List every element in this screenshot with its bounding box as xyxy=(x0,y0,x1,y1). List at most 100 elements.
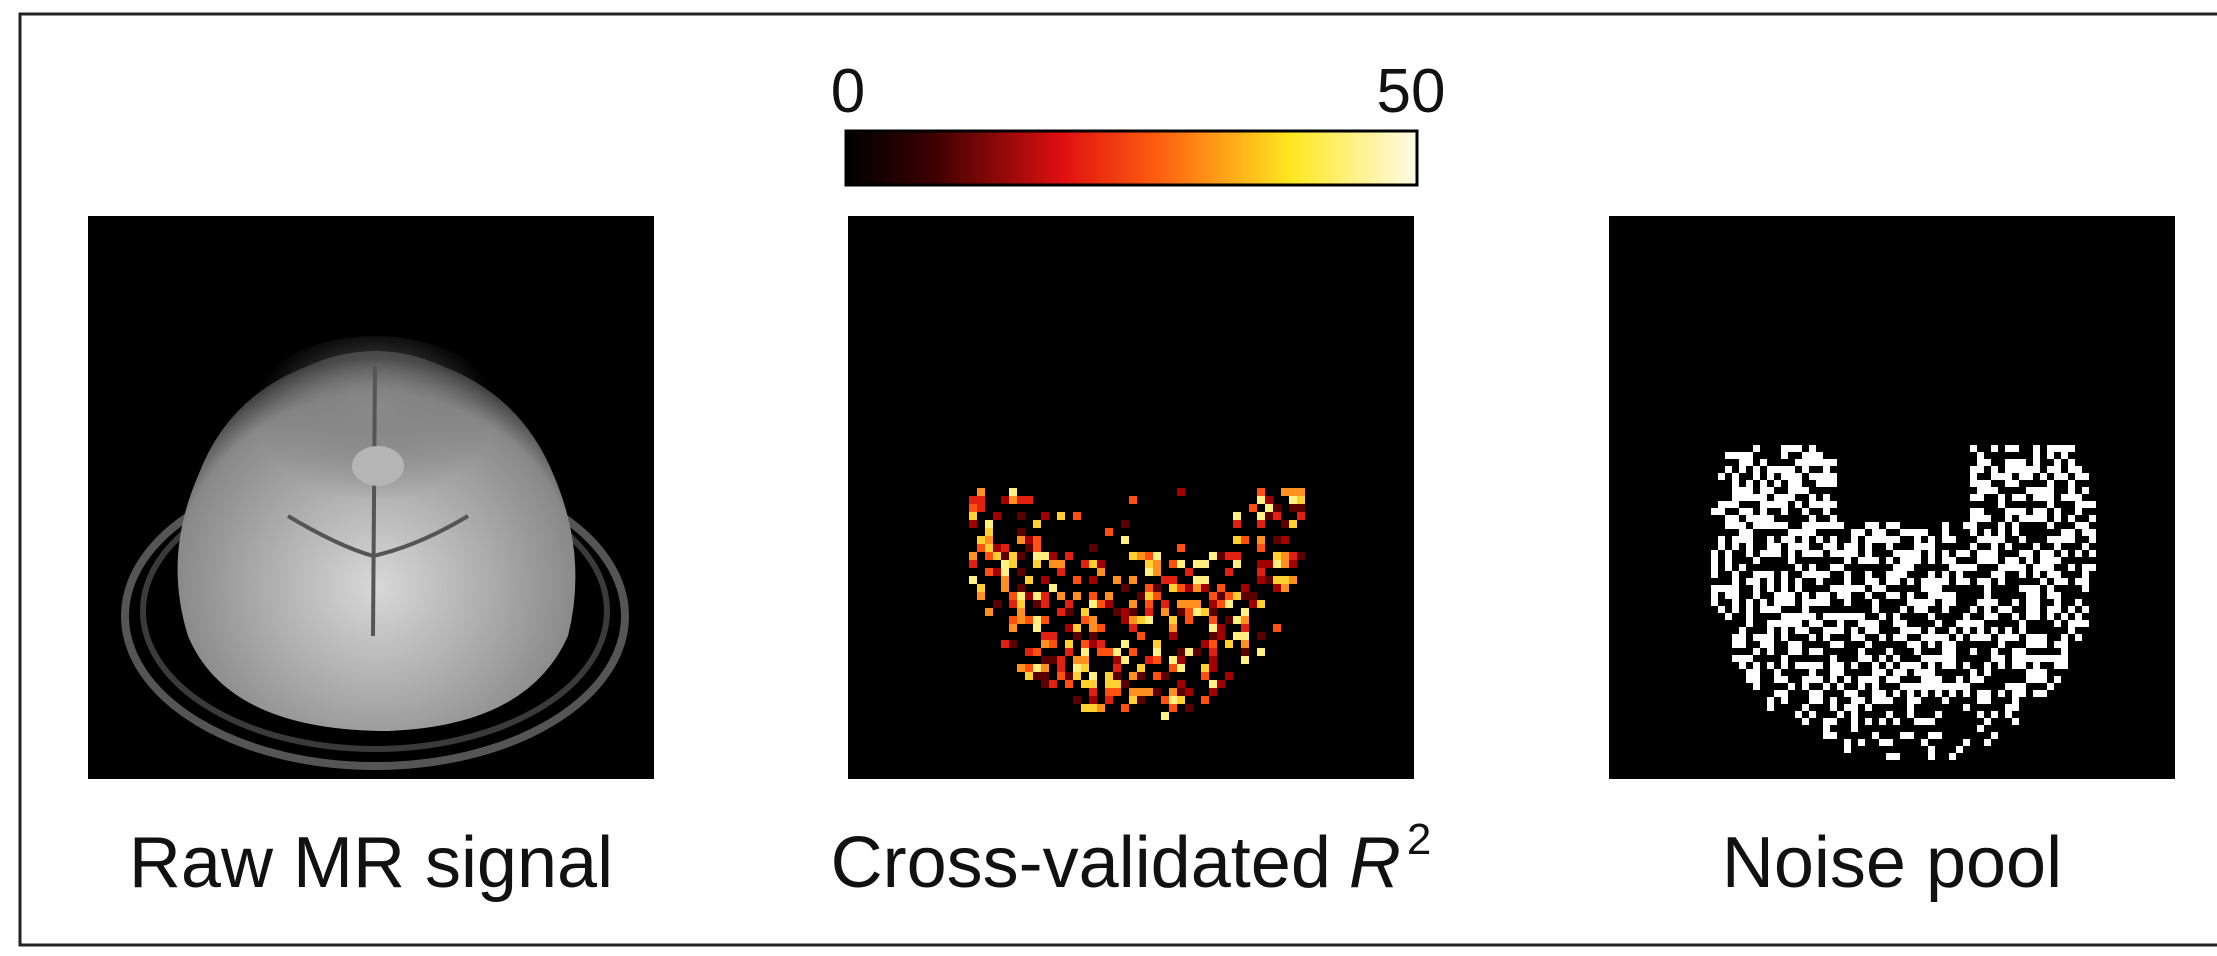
pixel xyxy=(1928,655,1935,662)
pixel xyxy=(1977,676,1984,683)
pixel xyxy=(1942,606,1949,613)
pixel xyxy=(2089,529,2096,536)
pixel xyxy=(1837,564,1844,571)
pixel xyxy=(1767,473,1774,480)
pixel xyxy=(1984,718,1991,725)
pixel xyxy=(1802,529,1809,536)
pixel xyxy=(1145,592,1153,600)
pixel xyxy=(1858,697,1865,704)
pixel xyxy=(1970,445,1977,452)
pixel xyxy=(1145,552,1153,560)
pixel xyxy=(2040,487,2047,494)
pixel xyxy=(1893,613,1900,620)
pixel xyxy=(1725,557,1732,564)
pixel xyxy=(2068,466,2075,473)
pixel xyxy=(1935,683,1942,690)
pixel xyxy=(1781,494,1788,501)
pixel xyxy=(1907,529,1914,536)
pixel xyxy=(1289,560,1297,568)
pixel xyxy=(2040,669,2047,676)
pixel xyxy=(1865,557,1872,564)
pixel xyxy=(1865,627,1872,634)
pixel xyxy=(1963,522,1970,529)
pixel xyxy=(2033,599,2040,606)
pixel xyxy=(1872,620,1879,627)
pixel xyxy=(1081,616,1089,624)
pixel xyxy=(1725,550,1732,557)
pixel xyxy=(1781,522,1788,529)
pixel xyxy=(1746,606,1753,613)
pixel xyxy=(1121,656,1129,664)
pixel xyxy=(1001,552,1009,560)
pixel xyxy=(1949,564,1956,571)
pixel xyxy=(1893,592,1900,599)
pixel xyxy=(1177,584,1185,592)
pixel xyxy=(1732,606,1739,613)
pixel xyxy=(1781,501,1788,508)
pixel xyxy=(1977,634,1984,641)
pixel xyxy=(1865,550,1872,557)
pixel xyxy=(1225,552,1233,560)
pixel xyxy=(977,544,985,552)
pixel xyxy=(1257,544,1265,552)
pixel xyxy=(1725,522,1732,529)
pixel xyxy=(1795,662,1802,669)
pixel xyxy=(1089,680,1097,688)
pixel xyxy=(1949,662,1956,669)
pixel xyxy=(1273,512,1281,520)
pixel xyxy=(1865,571,1872,578)
pixel xyxy=(1049,560,1057,568)
pixel xyxy=(2047,480,2054,487)
pixel xyxy=(1956,578,1963,585)
pixel xyxy=(1767,606,1774,613)
pixel xyxy=(1837,641,1844,648)
pixel xyxy=(2075,501,2082,508)
pixel xyxy=(1872,662,1879,669)
pixel xyxy=(1977,536,1984,543)
pixel xyxy=(1746,452,1753,459)
pixel xyxy=(1033,560,1041,568)
pixel xyxy=(1201,672,1209,680)
pixel xyxy=(1795,501,1802,508)
pixel xyxy=(1073,656,1081,664)
pixel xyxy=(2005,627,2012,634)
pixel xyxy=(1970,522,1977,529)
pixel xyxy=(1830,543,1837,550)
pixel xyxy=(1718,501,1725,508)
pixel xyxy=(1788,550,1795,557)
pixel xyxy=(1942,578,1949,585)
pixel xyxy=(1949,683,1956,690)
pixel xyxy=(1802,466,1809,473)
pixel xyxy=(1089,592,1097,600)
pixel xyxy=(1984,515,1991,522)
pixel xyxy=(1065,680,1073,688)
pixel xyxy=(2054,606,2061,613)
pixel xyxy=(1185,616,1193,624)
pixel xyxy=(1809,662,1816,669)
pixel xyxy=(1998,494,2005,501)
pixel xyxy=(1725,564,1732,571)
pixel xyxy=(1145,616,1153,624)
pixel xyxy=(1893,550,1900,557)
pixel xyxy=(1049,632,1057,640)
pixel xyxy=(1942,662,1949,669)
pixel xyxy=(969,552,977,560)
pixel xyxy=(1970,634,1977,641)
pixel xyxy=(969,504,977,512)
pixel xyxy=(1809,669,1816,676)
pixel xyxy=(2026,487,2033,494)
pixel xyxy=(1998,529,2005,536)
pixel xyxy=(1121,640,1129,648)
pixel xyxy=(2005,711,2012,718)
pixel xyxy=(1767,501,1774,508)
pixel xyxy=(1209,608,1217,616)
pixel xyxy=(1193,584,1201,592)
pixel xyxy=(1795,473,1802,480)
pixel xyxy=(2054,578,2061,585)
pixel xyxy=(2033,459,2040,466)
pixel xyxy=(1760,522,1767,529)
pixel xyxy=(1809,515,1816,522)
pixel xyxy=(1809,494,1816,501)
pixel xyxy=(1201,584,1209,592)
pixel xyxy=(1209,656,1217,664)
